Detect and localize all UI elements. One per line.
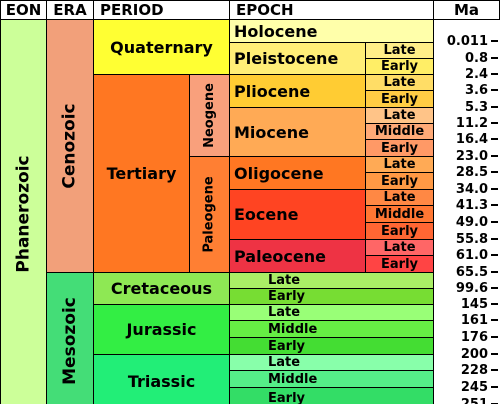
ma-value: 49.0 [438, 214, 500, 230]
subepoch-early: Early [229, 387, 434, 404]
ma-value: 0.011 [438, 33, 500, 49]
epoch-oligocene: Oligocene [229, 156, 366, 190]
ma-value: 245 [438, 379, 500, 395]
period-cretaceous: Cretaceous [93, 272, 230, 305]
ma-value: 5.3 [438, 99, 500, 115]
ma-value: 23.0 [438, 148, 500, 164]
eon-phanerozoic: Phanerozoic [0, 19, 47, 404]
subepoch-early: Early [229, 337, 434, 355]
ma-value: 55.8 [438, 231, 500, 247]
ma-value: 28.5 [438, 164, 500, 180]
ma-value: 11.2 [438, 115, 500, 131]
ma-value: 145 [438, 296, 500, 312]
subepoch-middle: Middle [229, 320, 434, 338]
subepoch-late: Late [229, 304, 434, 321]
epoch-eocene: Eocene [229, 189, 366, 240]
period-triassic: Triassic [93, 354, 230, 404]
era-label: Cenozoic [60, 103, 81, 189]
subepoch-middle: Middle [229, 370, 434, 388]
header-period: PERIOD [93, 0, 230, 20]
subepoch-late: Late [229, 272, 434, 289]
epoch-miocene: Miocene [229, 107, 366, 157]
ma-value: 0.8 [438, 50, 500, 66]
subepoch-middle: Middle [365, 205, 434, 223]
era-mesozoic: Mesozoic [46, 272, 94, 404]
epoch-paleocene: Paleocene [229, 239, 366, 273]
header-era: ERA [46, 0, 94, 20]
era-label: Mesozoic [60, 296, 81, 385]
subepoch-late: Late [365, 156, 434, 173]
subepoch-late: Late [229, 354, 434, 371]
ma-value: 228 [438, 362, 500, 378]
subepoch-late: Late [365, 107, 434, 124]
subperiod-neogene: Neogene [189, 74, 230, 157]
ma-value: 2.4 [438, 66, 500, 82]
subperiod-label: Paleogene [202, 176, 218, 253]
period-quaternary: Quaternary [93, 19, 230, 75]
subepoch-early: Early [365, 58, 434, 75]
subperiod-label: Neogene [202, 83, 218, 148]
epoch-pliocene: Pliocene [229, 74, 366, 108]
ma-value: 41.3 [438, 197, 500, 213]
subepoch-early: Early [365, 90, 434, 108]
period-tertiary: Tertiary [93, 74, 190, 273]
ma-value: 176 [438, 329, 500, 345]
era-cenozoic: Cenozoic [46, 19, 94, 273]
subepoch-early: Early [365, 139, 434, 157]
subepoch-middle: Middle [365, 123, 434, 140]
period-jurassic: Jurassic [93, 304, 230, 355]
subepoch-late: Late [365, 42, 434, 59]
header-epoch: EPOCH [229, 0, 434, 20]
epoch-holocene: Holocene [229, 19, 434, 43]
ma-value: 65.5 [438, 264, 500, 280]
ma-value: 200 [438, 346, 500, 362]
subepoch-early: Early [365, 222, 434, 240]
subepoch-early: Early [229, 288, 434, 305]
ma-value: 34.0 [438, 181, 500, 197]
header-ma: Ma [433, 0, 500, 20]
subepoch-late: Late [365, 239, 434, 256]
header-eon: EON [0, 0, 47, 20]
ma-value: 61.0 [438, 247, 500, 263]
ma-value: 251 [438, 396, 500, 404]
subepoch-early: Early [365, 172, 434, 190]
ma-value: 161 [438, 312, 500, 328]
subepoch-late: Late [365, 74, 434, 91]
ma-value: 99.6 [438, 280, 500, 296]
ma-value: 3.6 [438, 82, 500, 98]
ma-value: 16.4 [438, 131, 500, 147]
subperiod-paleogene: Paleogene [189, 156, 230, 273]
eon-label: Phanerozoic [13, 155, 34, 273]
subepoch-early: Early [365, 255, 434, 273]
subepoch-late: Late [365, 189, 434, 206]
epoch-pleistocene: Pleistocene [229, 42, 366, 75]
